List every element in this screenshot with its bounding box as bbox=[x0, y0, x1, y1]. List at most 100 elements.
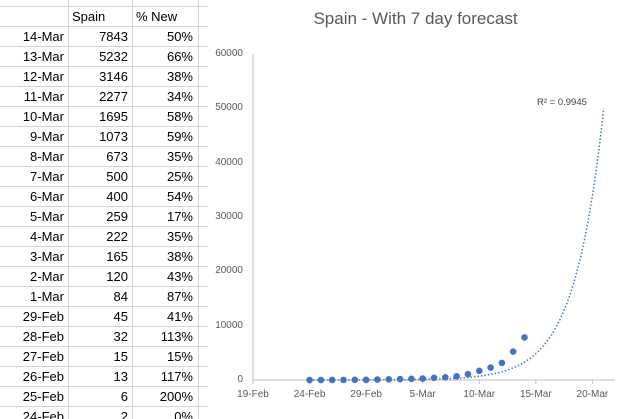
pct-new-cell[interactable]: 87% bbox=[166, 289, 193, 304]
x-tick-label: 24-Feb bbox=[293, 389, 326, 400]
spain-cell[interactable]: 165 bbox=[106, 249, 128, 264]
pct-new-cell[interactable]: 50% bbox=[166, 29, 193, 44]
pct-new-cell[interactable]: 43% bbox=[166, 269, 193, 284]
spain-cell[interactable]: 32 bbox=[113, 329, 128, 344]
pct-new-cell[interactable]: 117% bbox=[160, 369, 193, 384]
spreadsheet-grid[interactable]: Spain % New 14-Mar 7843 50% 13-Mar 5232 66% 12… bbox=[0, 0, 208, 419]
date-cell[interactable]: 14-Mar bbox=[22, 29, 64, 44]
x-tick-label: 19-Feb bbox=[237, 389, 269, 400]
table-row: 14-Mar 7843 50% bbox=[0, 27, 208, 47]
y-tick-label: 40000 bbox=[215, 156, 243, 168]
date-cell[interactable]: 29-Feb bbox=[22, 309, 64, 324]
x-tick-label: 29-Feb bbox=[350, 389, 382, 400]
spain-cell[interactable]: 120 bbox=[106, 269, 128, 284]
spain-cell[interactable]: 2 bbox=[120, 409, 128, 419]
column-border bbox=[198, 0, 199, 419]
date-cell[interactable]: 6-Mar bbox=[30, 189, 64, 204]
y-tick-label: 60000 bbox=[215, 48, 243, 59]
y-tick-label: 30000 bbox=[215, 211, 243, 222]
spain-cell[interactable]: 7843 bbox=[99, 29, 128, 44]
date-cell[interactable]: 7-Mar bbox=[30, 169, 64, 184]
pct-new-cell[interactable]: 38% bbox=[166, 69, 193, 84]
table-row: 2-Mar 120 43% bbox=[0, 267, 208, 287]
table-row: 12-Mar 3146 38% bbox=[0, 67, 208, 87]
table-row: 9-Mar 1073 59% bbox=[0, 127, 208, 147]
pct-new-cell[interactable]: 35% bbox=[166, 149, 193, 164]
date-cell[interactable]: 10-Mar bbox=[22, 109, 64, 124]
row-border bbox=[0, 386, 208, 387]
row-border bbox=[0, 266, 208, 267]
pct-new-cell[interactable]: 25% bbox=[166, 169, 193, 184]
row-border bbox=[0, 366, 208, 367]
date-cell[interactable]: 5-Mar bbox=[30, 209, 64, 224]
table-row: 4-Mar 222 35% bbox=[0, 227, 208, 247]
table-row: 27-Feb 15 15% bbox=[0, 347, 208, 367]
date-cell[interactable]: 4-Mar bbox=[30, 229, 64, 244]
row-border bbox=[0, 406, 208, 407]
spain-cell[interactable]: 45 bbox=[113, 309, 128, 324]
pct-new-cell[interactable]: 41% bbox=[166, 309, 193, 324]
table-row: 28-Feb 32 113% bbox=[0, 327, 208, 347]
date-cell[interactable]: 24-Feb bbox=[22, 409, 64, 419]
date-cell[interactable]: 26-Feb bbox=[22, 369, 64, 384]
x-tick-label: 15-Mar bbox=[519, 389, 552, 400]
row-border bbox=[0, 186, 208, 187]
spain-cell[interactable]: 5232 bbox=[99, 49, 128, 64]
x-tick-label: 5-Mar bbox=[409, 389, 436, 400]
r-squared-label: R² = 0.9945 bbox=[537, 97, 587, 108]
pct-new-cell[interactable]: 35% bbox=[166, 229, 193, 244]
spain-cell[interactable]: 259 bbox=[106, 209, 128, 224]
table-row: 3-Mar 165 38% bbox=[0, 247, 208, 267]
spain-cell[interactable]: 13 bbox=[113, 369, 128, 384]
spain-cell[interactable]: 500 bbox=[106, 169, 128, 184]
date-cell[interactable]: 3-Mar bbox=[30, 249, 64, 264]
pct-new-cell[interactable]: 200% bbox=[159, 389, 193, 404]
pct-new-cell[interactable]: 54% bbox=[166, 189, 193, 204]
date-cell[interactable]: 2-Mar bbox=[30, 269, 64, 284]
pct-new-cell[interactable]: 59% bbox=[166, 129, 193, 144]
pct-new-cell[interactable]: 66% bbox=[166, 49, 193, 64]
spain-cell[interactable]: 15 bbox=[113, 349, 128, 364]
y-tick-label: 20000 bbox=[215, 265, 243, 277]
pct-new-cell[interactable]: 58% bbox=[166, 109, 193, 124]
table-row: 29-Feb 45 41% bbox=[0, 307, 208, 327]
pct-new-cell[interactable]: 15% bbox=[166, 349, 193, 364]
spain-cell[interactable]: 6 bbox=[120, 389, 128, 404]
spain-cell[interactable]: 222 bbox=[106, 229, 128, 244]
spain-cell[interactable]: 2277 bbox=[99, 89, 128, 104]
x-tick-label: 10-Mar bbox=[463, 389, 496, 400]
y-tick-label: 10000 bbox=[215, 319, 243, 331]
date-cell[interactable]: 27-Feb bbox=[22, 349, 64, 364]
pct-new-cell[interactable]: 17% bbox=[166, 209, 193, 224]
spain-cell[interactable]: 1073 bbox=[99, 129, 128, 144]
row-border bbox=[0, 286, 208, 287]
header-pct-new[interactable]: % New bbox=[136, 9, 178, 24]
pct-new-cell[interactable]: 113% bbox=[160, 329, 193, 344]
row-border bbox=[0, 46, 208, 47]
date-cell[interactable]: 28-Feb bbox=[22, 329, 64, 344]
header-row: Spain % New bbox=[0, 7, 208, 27]
row-border bbox=[0, 226, 208, 227]
pct-new-cell[interactable]: 0% bbox=[174, 409, 193, 419]
date-cell[interactable]: 13-Mar bbox=[22, 49, 64, 64]
date-cell[interactable]: 8-Mar bbox=[30, 149, 64, 164]
spain-cell[interactable]: 1695 bbox=[99, 109, 128, 124]
date-cell[interactable]: 9-Mar bbox=[30, 129, 64, 144]
row-border bbox=[0, 346, 208, 347]
row-border bbox=[0, 146, 208, 147]
spain-cell[interactable]: 673 bbox=[106, 149, 128, 164]
spain-cell[interactable]: 3146 bbox=[99, 69, 128, 84]
row-border bbox=[0, 86, 208, 87]
header-spain[interactable]: Spain bbox=[72, 9, 106, 24]
date-cell[interactable]: 1-Mar bbox=[30, 289, 64, 304]
pct-new-cell[interactable]: 38% bbox=[166, 249, 193, 264]
date-cell[interactable]: 25-Feb bbox=[22, 389, 64, 404]
date-cell[interactable]: 12-Mar bbox=[22, 69, 64, 84]
pct-new-cell[interactable]: 34% bbox=[166, 89, 193, 104]
chart-area[interactable] bbox=[208, 0, 623, 419]
x-tick-label: 20-Mar bbox=[576, 389, 609, 400]
date-cell[interactable]: 11-Mar bbox=[23, 89, 64, 104]
spain-cell[interactable]: 84 bbox=[113, 289, 128, 304]
spain-cell[interactable]: 400 bbox=[106, 189, 128, 204]
table-row: 25-Feb 6 200% bbox=[0, 387, 208, 407]
